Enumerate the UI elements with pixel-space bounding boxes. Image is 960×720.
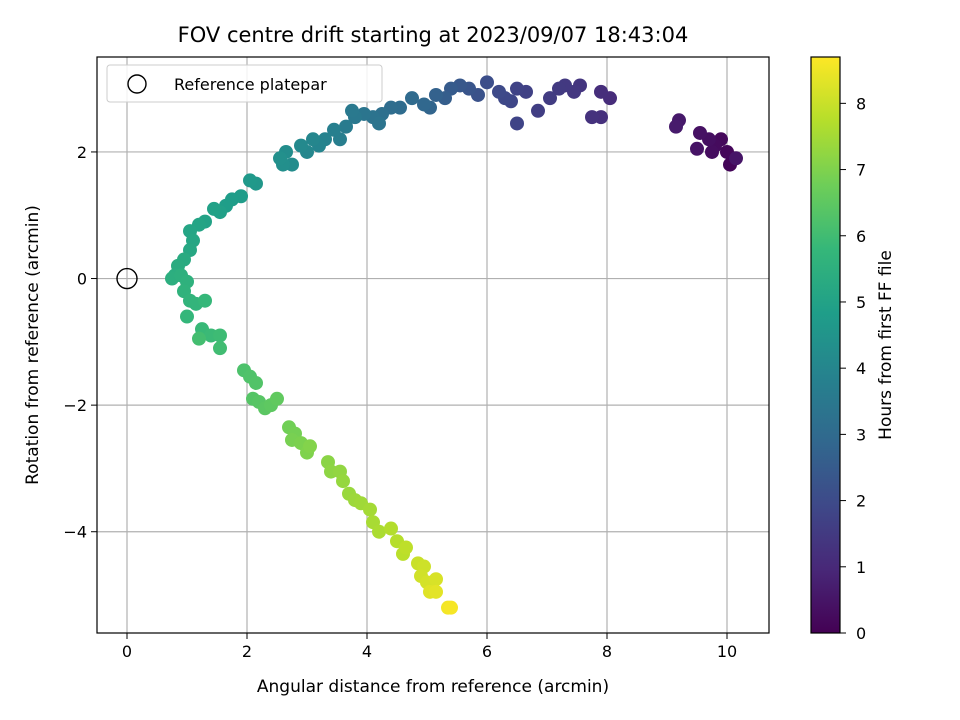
data-point — [192, 331, 206, 346]
data-point — [327, 122, 341, 137]
colorbar-label: Hours from first FF file — [876, 250, 896, 440]
data-point — [552, 81, 566, 96]
data-point — [510, 81, 524, 96]
colorbar-tick-label: 4 — [856, 359, 866, 378]
y-tick-label: 0 — [77, 270, 87, 289]
colorbar-ticks: 0 1 2 3 4 5 6 7 8 — [840, 94, 866, 643]
data-point — [294, 138, 308, 153]
x-tick-label: 6 — [482, 642, 492, 661]
data-point — [243, 173, 257, 188]
colorbar-tick-label: 7 — [856, 161, 866, 180]
colorbar-gradient — [810, 56, 841, 634]
colorbar: 0 1 2 3 4 5 6 7 8 Hours from first FF file — [810, 56, 896, 643]
colorbar-tick-label: 0 — [856, 624, 866, 643]
data-point — [363, 502, 377, 517]
data-point — [372, 116, 386, 131]
data-point — [690, 141, 704, 156]
data-point — [249, 375, 263, 390]
data-point — [429, 87, 443, 102]
legend-reference-marker — [127, 74, 147, 94]
data-point — [705, 144, 719, 159]
data-points — [116, 75, 743, 615]
data-point — [669, 119, 683, 134]
plot-frame — [96, 56, 770, 634]
data-point — [345, 103, 359, 118]
data-point — [213, 328, 227, 343]
legend: Reference platepar — [106, 64, 383, 103]
y-tick-label: −2 — [63, 396, 87, 415]
x-tick-label: 0 — [122, 642, 132, 661]
data-point — [531, 103, 545, 118]
data-point — [207, 201, 221, 216]
colorbar-tick-label: 5 — [856, 293, 866, 312]
colorbar-tick-label: 8 — [856, 94, 866, 113]
data-point — [399, 540, 413, 555]
data-point — [303, 439, 317, 454]
data-point — [444, 600, 458, 615]
x-tick-label: 10 — [717, 642, 737, 661]
data-point — [384, 521, 398, 536]
y-tick-label: 2 — [77, 143, 87, 162]
x-axis-label: Angular distance from reference (arcmin) — [257, 677, 609, 697]
data-point — [480, 75, 494, 90]
data-point — [405, 91, 419, 106]
data-point — [336, 474, 350, 489]
data-point — [198, 293, 212, 308]
data-point — [372, 524, 386, 539]
y-axis-ticks: −4 −2 0 2 — [63, 143, 97, 542]
x-tick-label: 4 — [362, 642, 372, 661]
legend-reference-label: Reference platepar — [174, 75, 327, 94]
data-point — [270, 391, 284, 406]
data-point — [543, 91, 557, 106]
y-axis-label: Rotation from reference (arcmin) — [23, 205, 43, 485]
colorbar-tick-label: 3 — [856, 425, 866, 444]
data-point — [273, 151, 287, 166]
data-point — [429, 584, 443, 599]
data-point — [429, 572, 443, 587]
y-tick-label: −4 — [63, 523, 87, 542]
data-point — [585, 110, 599, 125]
data-point — [492, 84, 506, 99]
colorbar-tick-label: 1 — [856, 558, 866, 577]
x-axis-ticks: 0 2 4 6 8 10 — [122, 633, 737, 661]
data-point — [339, 119, 353, 134]
data-point — [213, 341, 227, 356]
colorbar-tick-label: 6 — [856, 227, 866, 246]
data-point — [510, 116, 524, 131]
data-point — [729, 151, 743, 166]
chart-title: FOV centre drift starting at 2023/09/07 … — [178, 23, 689, 47]
data-point — [693, 125, 707, 140]
data-point — [180, 309, 194, 324]
x-tick-label: 2 — [242, 642, 252, 661]
reference-platepar-marker — [116, 267, 138, 290]
colorbar-tick-label: 2 — [856, 492, 866, 511]
x-tick-label: 8 — [602, 642, 612, 661]
data-point — [594, 84, 608, 99]
legend-box — [106, 64, 383, 103]
data-point — [306, 132, 320, 147]
data-point — [417, 97, 431, 112]
